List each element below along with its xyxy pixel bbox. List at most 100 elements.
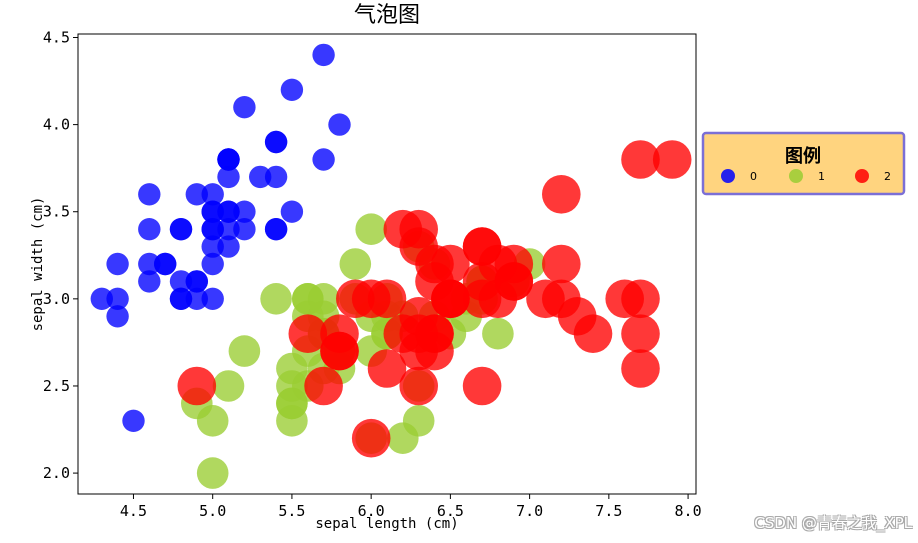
- point-series-0-8: [106, 305, 129, 328]
- point-series-2-9: [542, 175, 581, 214]
- point-series-0-43: [201, 200, 224, 223]
- point-series-2-22: [621, 314, 660, 354]
- point-series-0-25: [201, 287, 224, 310]
- y-tick-label-0: 2.0: [43, 464, 70, 482]
- point-series-1-10: [196, 457, 229, 489]
- point-series-0-35: [201, 252, 224, 276]
- y-tick-label-2: 3.0: [43, 290, 70, 308]
- y-axis-ticks: 2.0 2.5 3.0 3.5 4.0 4.5: [43, 28, 78, 482]
- point-series-2-31: [652, 140, 692, 179]
- point-series-0-42: [106, 252, 129, 276]
- legend-box: [701, 131, 906, 196]
- x-tick-label-7: 8.0: [675, 502, 702, 520]
- y-tick-label-5: 4.5: [43, 28, 70, 46]
- x-tick-label-1: 5.0: [199, 502, 226, 520]
- point-series-2-6: [177, 366, 217, 406]
- point-series-0-28: [233, 218, 256, 241]
- point-series-0-49: [201, 235, 224, 258]
- point-series-0-17: [217, 200, 240, 223]
- point-series-0-13: [90, 287, 114, 310]
- legend-label-1: 1: [818, 170, 825, 183]
- data-points: [90, 43, 692, 489]
- point-series-2-8: [462, 366, 502, 406]
- point-series-2-48: [383, 209, 423, 249]
- point-series-0-4: [201, 183, 224, 206]
- point-series-2-19: [351, 418, 391, 458]
- point-series-2-46: [399, 366, 439, 406]
- point-series-0-33: [280, 78, 304, 102]
- point-series-2-47: [431, 279, 470, 319]
- x-tick-label-0: 4.5: [120, 502, 147, 520]
- y-tick-label-3: 3.5: [43, 203, 70, 221]
- x-tick-label-4: 6.5: [437, 502, 464, 520]
- point-series-1-35: [355, 213, 388, 245]
- point-series-0-37: [185, 183, 208, 206]
- point-series-1-9: [228, 335, 261, 367]
- legend: 图例 0 1 2: [701, 131, 906, 196]
- point-series-2-45: [462, 279, 502, 319]
- x-axis-label: sepal length (cm): [315, 516, 458, 532]
- point-series-0-46: [217, 148, 240, 171]
- x-tick-label-3: 6.0: [358, 502, 385, 520]
- point-series-2-44: [462, 227, 502, 266]
- point-series-0-30: [169, 270, 193, 293]
- point-series-2-18: [621, 349, 660, 388]
- point-series-0-22: [138, 183, 161, 206]
- point-series-1-34: [260, 283, 292, 315]
- point-series-2-49: [336, 279, 375, 319]
- legend-title: 图例: [785, 145, 821, 167]
- legend-label-2: 2: [884, 170, 891, 183]
- point-series-2-21: [288, 314, 328, 354]
- x-axis-ticks: 4.5 5.0 5.5 6.0 6.5 7.0 7.5 8.0: [120, 494, 702, 520]
- point-series-0-47: [138, 252, 161, 276]
- x-tick-label-6: 7.5: [595, 502, 622, 520]
- plot-frame: [77, 33, 697, 495]
- point-series-0-26: [201, 218, 224, 241]
- point-series-0-3: [138, 270, 161, 293]
- point-series-1-43: [196, 405, 229, 437]
- point-series-0-31: [264, 218, 288, 241]
- point-series-2-35: [621, 279, 660, 319]
- legend-marker-0: [721, 169, 735, 183]
- legend-label-0: 0: [750, 170, 757, 183]
- point-series-0-1: [185, 287, 208, 310]
- point-series-0-23: [217, 235, 240, 258]
- legend-marker-2: [855, 169, 869, 183]
- point-series-2-25: [542, 244, 581, 284]
- point-series-1-37: [402, 405, 435, 437]
- point-series-0-41: [122, 409, 145, 432]
- point-series-1-20: [339, 248, 372, 280]
- point-series-0-27: [233, 200, 256, 223]
- legend-marker-1: [789, 169, 803, 183]
- point-series-2-42: [320, 331, 359, 371]
- point-series-0-45: [169, 287, 193, 310]
- x-tick-label-2: 5.5: [278, 502, 305, 520]
- point-series-0-15: [312, 43, 335, 67]
- y-tick-label-1: 2.5: [43, 377, 70, 395]
- point-series-0-24: [169, 218, 193, 241]
- watermark-text: CSDN @青春之我_XPL: [754, 514, 912, 532]
- point-series-2-17: [621, 140, 660, 179]
- point-series-0-36: [280, 200, 304, 223]
- point-series-0-14: [328, 113, 351, 136]
- point-series-0-38: [106, 287, 129, 310]
- point-series-0-48: [249, 165, 272, 189]
- point-series-2-33: [399, 314, 439, 354]
- point-series-1-26: [482, 317, 514, 350]
- point-series-0-6: [138, 218, 161, 241]
- point-series-2-30: [573, 314, 613, 354]
- point-series-0-16: [264, 130, 288, 154]
- chart-title: 气泡图: [354, 3, 420, 28]
- point-series-0-32: [233, 96, 256, 119]
- point-series-0-21: [217, 165, 240, 189]
- point-series-2-34: [367, 349, 407, 388]
- point-series-2-13: [304, 366, 343, 406]
- y-tick-label-4: 4.0: [43, 116, 70, 134]
- point-series-0-29: [154, 252, 177, 276]
- y-axis-label: sepal width (cm): [30, 197, 46, 332]
- point-series-0-18: [312, 148, 335, 171]
- point-series-0-10: [264, 165, 288, 189]
- point-series-2-29: [542, 279, 581, 319]
- x-tick-label-5: 7.0: [516, 502, 543, 520]
